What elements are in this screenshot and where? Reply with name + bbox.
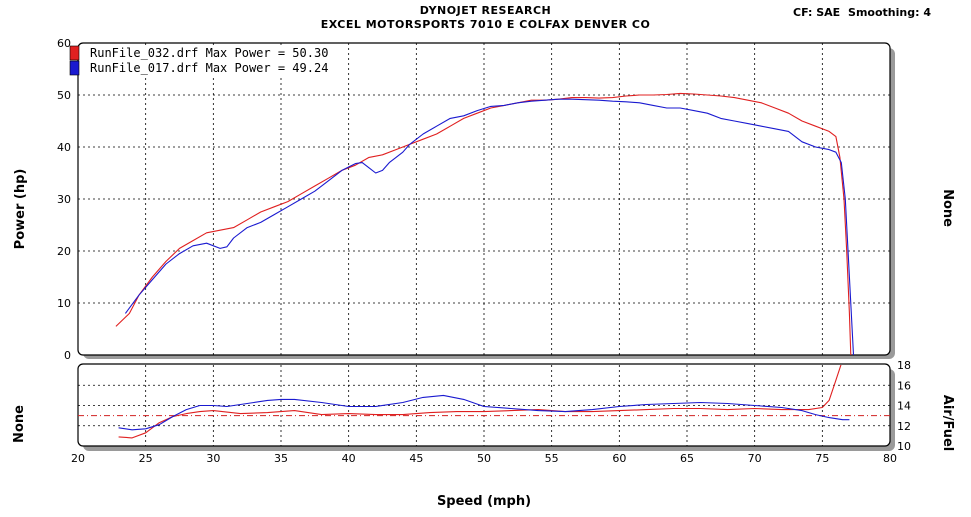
bottom-ytick-label: 14 [897,400,911,413]
bottom-ytick-label: 16 [897,379,911,392]
xtick-label: 40 [342,452,356,465]
xtick-label: 20 [71,452,85,465]
legend-swatch-blue [69,60,80,76]
xtick-label: 25 [139,452,153,465]
xtick-label: 75 [815,452,829,465]
bottom-ytick-label: 10 [897,440,911,453]
top-axis-ticks: 0 10 20 30 40 50 60 [57,37,71,362]
header-title: DYNOJET RESEARCH [419,4,552,17]
xtick-label: 80 [883,452,897,465]
xtick-label: 50 [477,452,491,465]
y-axis-label-power: Power (hp) [13,169,28,250]
top-ytick-label: 20 [57,245,71,258]
cf-label: CF: SAE [793,6,841,19]
y-axis-label-right-top: None [940,189,955,227]
legend-swatch-red [69,45,80,61]
bottom-ytick-label: 18 [897,359,911,372]
xtick-label: 55 [545,452,559,465]
top-ytick-label: 60 [57,37,71,50]
y-axis-label-bottom-left: None [12,405,27,443]
top-ytick-label: 40 [57,141,71,154]
correction-info: CF: SAE Smoothing: 4 [789,6,931,19]
y-axis-label-airfuel: Air/Fuel [940,395,955,451]
bottom-grid [78,365,890,446]
top-ytick-label: 10 [57,297,71,310]
xtick-label: 45 [409,452,423,465]
xtick-label: 70 [748,452,762,465]
power-series [115,92,855,355]
top-ytick-label: 50 [57,89,71,102]
xtick-label: 30 [206,452,220,465]
bottom-ytick-label: 12 [897,420,911,433]
top-ytick-label: 30 [57,193,71,206]
smoothing-label: Smoothing: 4 [848,6,931,19]
top-grid [78,43,890,355]
legend-entry-1: RunFile_032.drf Max Power = 50.30 [90,46,328,60]
bottom-axis-ticks: 10 12 14 16 18 20 25 30 35 40 45 50 55 60 65 70 75 80 [71,359,911,465]
xtick-label: 35 [274,452,288,465]
airfuel-series [118,365,850,439]
airfuel-series-line-2 [118,394,850,431]
header-subtitle: EXCEL MOTORSPORTS 7010 E COLFAX DENVER C… [320,18,651,31]
xtick-label: 60 [612,452,626,465]
top-ytick-label: 0 [64,349,71,362]
x-axis-label: Speed (mph) [437,494,531,509]
legend: RunFile_032.drf Max Power = 50.30 RunFil… [69,45,328,76]
legend-box [86,46,328,75]
airfuel-series-line-1 [118,365,842,439]
xtick-label: 65 [680,452,694,465]
power-series-line-2 [124,98,855,355]
legend-entry-2: RunFile_017.drf Max Power = 49.24 [90,61,328,75]
